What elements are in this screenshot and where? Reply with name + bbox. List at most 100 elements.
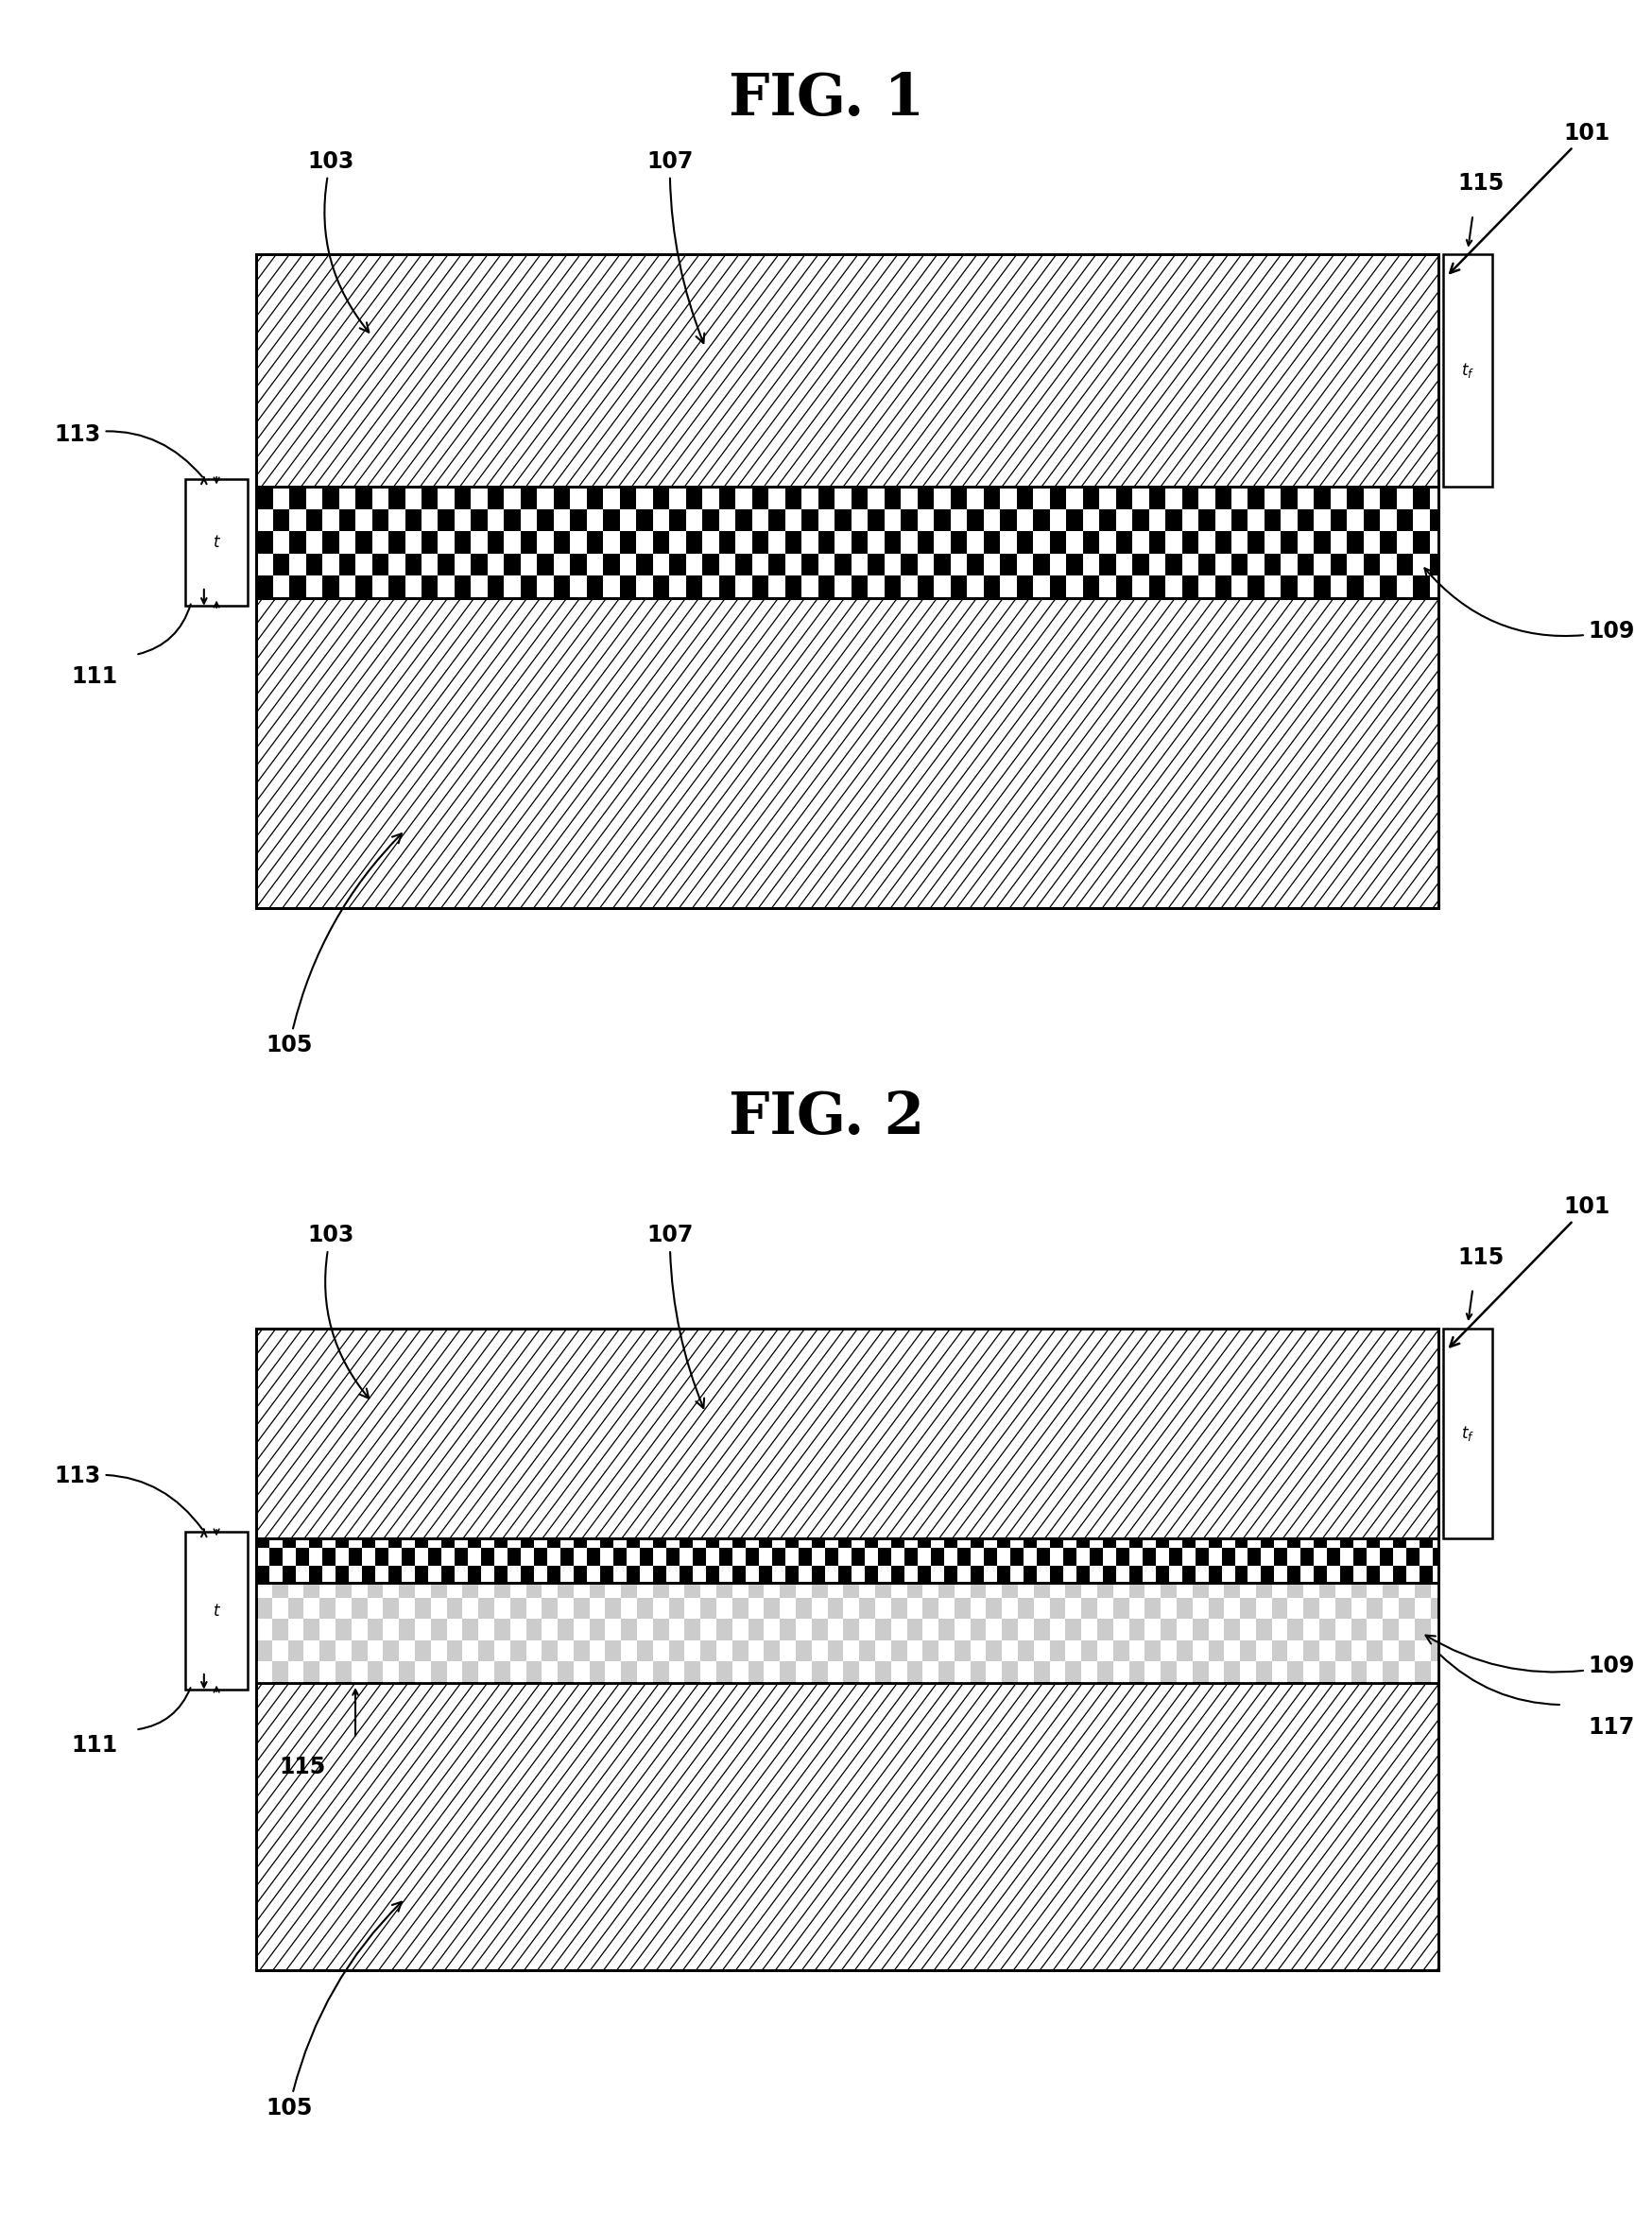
Bar [970,1641,986,1660]
Bar [1234,1539,1247,1548]
Bar [1049,1565,1062,1583]
Bar [1181,576,1198,598]
Bar [719,576,735,598]
Bar [1366,1565,1379,1583]
Bar [636,509,653,531]
Bar [383,1618,398,1641]
Bar [686,487,702,509]
Bar [811,1539,824,1548]
Bar [463,1599,477,1618]
Bar [758,1565,771,1583]
Bar [1287,1641,1303,1660]
Bar [1335,1618,1350,1641]
Bar [309,1539,322,1548]
Bar [785,576,801,598]
Bar [748,1599,763,1618]
Bar [1018,1618,1032,1641]
Bar [953,1618,970,1641]
Bar [1398,1660,1414,1683]
Bar [917,1539,930,1548]
Bar [431,1641,446,1660]
Bar [468,1565,481,1583]
Bar [1115,531,1132,554]
Bar [1313,576,1330,598]
Bar [287,1660,304,1683]
Bar [1247,576,1264,598]
Bar [525,1599,542,1618]
Text: 117: 117 [1588,1716,1634,1738]
Bar [573,1660,590,1683]
Bar [1297,509,1313,531]
Bar [1412,487,1429,509]
Bar [1366,1660,1383,1683]
Bar [752,576,768,598]
Bar [256,487,1437,598]
Bar [864,1539,877,1548]
Bar [557,1641,573,1660]
Bar [1303,1583,1318,1599]
Bar [1128,1539,1142,1548]
Bar [319,1660,335,1683]
Bar [537,554,553,576]
Bar [613,1548,626,1565]
Bar [306,554,322,576]
Bar [859,1660,874,1683]
Bar [322,531,339,554]
Bar [1313,1565,1327,1583]
Bar [700,1583,715,1599]
Bar [620,576,636,598]
Bar [1239,1583,1256,1599]
Bar [335,1565,349,1583]
Bar [818,531,834,554]
Bar [818,576,834,598]
Bar [1208,1565,1221,1583]
Bar [1239,1660,1256,1683]
Bar [273,1641,287,1660]
Bar [494,1539,507,1548]
Bar [1412,576,1429,598]
Bar [600,1565,613,1583]
Bar [1270,1583,1287,1599]
Bar [256,1583,1437,1683]
Bar [986,1660,1001,1683]
Bar [970,1565,983,1583]
Bar [679,1539,692,1548]
Bar [917,1565,930,1583]
Bar [653,1641,669,1660]
Bar [441,1539,454,1548]
Bar [811,1565,824,1583]
Bar [1393,1565,1406,1583]
Bar [818,487,834,509]
Bar [874,1641,890,1660]
Bar [1256,1641,1270,1660]
Bar [686,576,702,598]
Text: $t_f$: $t_f$ [1460,361,1474,381]
Bar [349,1548,362,1565]
Bar [487,576,504,598]
Bar [851,487,867,509]
Bar [446,1660,463,1683]
Bar [1032,509,1049,531]
Bar [605,1618,621,1641]
Bar [1066,1599,1080,1618]
Bar [1112,1618,1128,1641]
Bar [1191,1599,1208,1618]
Bar [510,1583,525,1599]
Bar [801,554,818,576]
Bar [304,1599,319,1618]
Bar [1429,1660,1437,1683]
Text: 107: 107 [646,151,704,343]
Bar [917,531,933,554]
Bar [494,1565,507,1583]
Bar [801,509,818,531]
Bar [547,1539,560,1548]
Bar [838,1539,851,1548]
Bar [669,509,686,531]
Bar [256,1618,273,1641]
Bar [1198,509,1214,531]
Bar [834,509,851,531]
Bar [570,509,586,531]
Bar [1330,509,1346,531]
Bar [719,487,735,509]
Bar [620,487,636,509]
